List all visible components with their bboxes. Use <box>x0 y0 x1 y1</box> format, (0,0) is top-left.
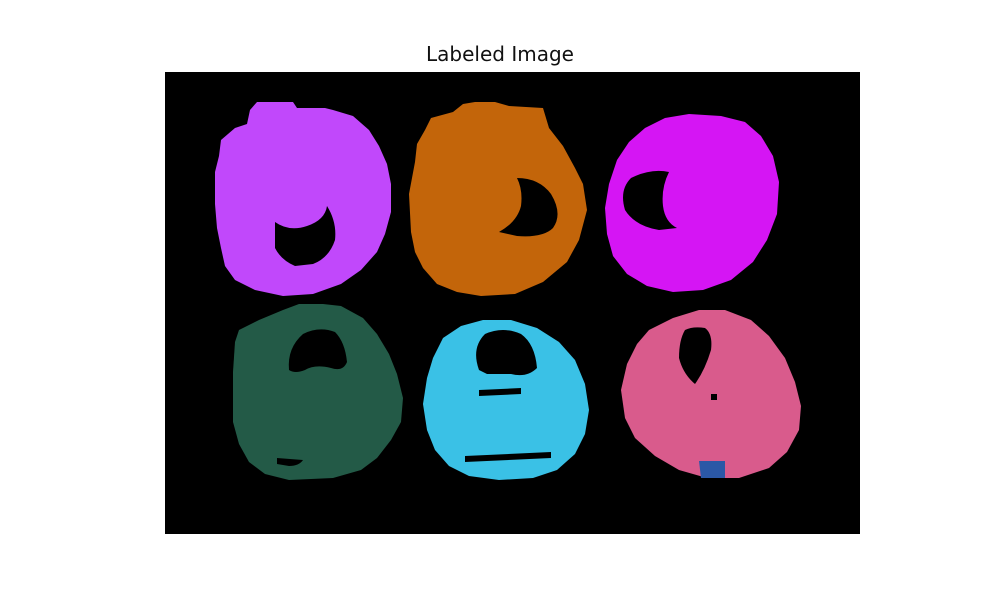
labeled-image <box>165 72 860 534</box>
region-7 <box>699 461 725 478</box>
region-2 <box>409 102 587 296</box>
region-6 <box>621 310 801 478</box>
region-5 <box>423 320 589 480</box>
region-4 <box>233 304 403 480</box>
region-1 <box>215 102 391 296</box>
region-3 <box>605 114 779 292</box>
figure-title: Labeled Image <box>426 42 574 66</box>
